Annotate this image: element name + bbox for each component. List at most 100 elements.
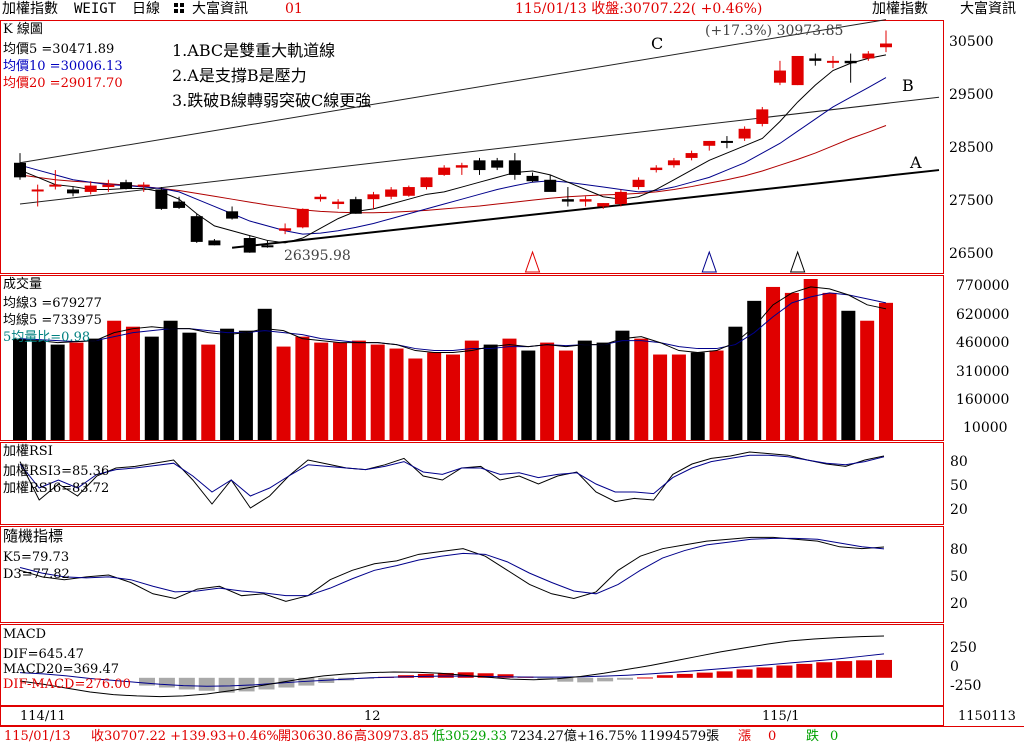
volume-bar xyxy=(540,342,555,440)
kline-panel[interactable] xyxy=(0,20,944,274)
macd-osc-bar xyxy=(776,665,793,678)
macd-osc-bar xyxy=(158,677,175,688)
candle-body xyxy=(226,211,239,219)
footer-low: 低30529.33 xyxy=(432,729,508,744)
macd-osc-bar xyxy=(816,662,833,678)
trend-line-c xyxy=(19,19,887,164)
macd-osc-bar xyxy=(636,677,653,679)
footer-amount: 7234.27億+16.75% xyxy=(510,729,638,744)
footer-close: 收30707.22 +139.93+0.46% xyxy=(91,729,279,744)
close-status: 115/01/13 收盤:30707.22( +0.46%) xyxy=(515,1,763,17)
macd-osc-bar xyxy=(696,672,713,678)
footer-down-count: 0 xyxy=(830,729,839,744)
vol-y-tick: 310000 xyxy=(956,364,1010,380)
candle-body xyxy=(685,153,698,158)
volume-bar xyxy=(879,302,893,440)
candle-body xyxy=(561,199,574,202)
macd-osc-bar xyxy=(756,667,773,678)
vol-ratio-readout: 5均量比=0.98 xyxy=(3,330,91,345)
volume-bar xyxy=(238,330,253,440)
macd-y-tick: 250 xyxy=(950,640,977,656)
candle-body xyxy=(526,175,539,182)
candle-body xyxy=(614,191,627,205)
date-axis-strip xyxy=(0,706,944,726)
rsi-panel[interactable] xyxy=(0,442,944,525)
candle-body xyxy=(84,185,97,192)
candle-body xyxy=(102,184,115,188)
kd-panel[interactable] xyxy=(0,526,944,623)
right-index-name: 加權指數 xyxy=(872,1,928,17)
index-code[interactable]: WEIGT xyxy=(74,1,117,17)
candle-body xyxy=(773,70,786,83)
vol-y-tick: 620000 xyxy=(956,307,1010,323)
candle-body xyxy=(208,240,221,246)
candle-body xyxy=(862,53,875,59)
volume-bar xyxy=(483,344,498,440)
grid-icon[interactable] xyxy=(174,3,186,15)
volume-bar xyxy=(803,278,818,440)
candle-body xyxy=(826,60,839,63)
page-number[interactable]: 01 xyxy=(285,1,303,17)
footer-bar: 115/01/13 收30707.22 +139.93+0.46% 開30630… xyxy=(0,726,1024,746)
macd-osc-bar xyxy=(198,677,215,691)
candle-body xyxy=(491,160,504,168)
volume-bar xyxy=(822,292,837,440)
ma20-readout: 均價20 =29017.70 xyxy=(3,76,123,91)
volume-bar xyxy=(860,320,875,440)
macd-osc-bar xyxy=(477,673,494,678)
candle-body xyxy=(667,160,680,166)
macd-readout: MACD20=369.47 xyxy=(3,662,119,677)
candle-body xyxy=(438,167,451,175)
candle-body xyxy=(420,177,433,188)
candle-body xyxy=(243,238,256,253)
volume-bar xyxy=(276,346,291,440)
volume-bar xyxy=(766,286,781,440)
volume-bar xyxy=(69,342,84,440)
vol-y-tick: 160000 xyxy=(956,392,1010,408)
rsi-y-tick: 20 xyxy=(950,502,968,518)
candle-body xyxy=(703,140,716,146)
volume-bar xyxy=(690,352,705,440)
kline-y-tick: 29500 xyxy=(949,87,994,103)
volume-bar xyxy=(709,350,724,440)
index-name[interactable]: 加權指數 xyxy=(2,1,58,17)
volume-bar xyxy=(577,340,592,440)
volume-bar xyxy=(31,340,46,440)
volume-panel[interactable] xyxy=(0,275,944,441)
period-label[interactable]: 日線 xyxy=(132,1,160,17)
volume-title: 成交量 xyxy=(3,277,43,292)
note-2: 2.A是支撐B是壓力 xyxy=(172,66,307,85)
rsi-title: 加權RSI xyxy=(3,444,53,459)
candle-body xyxy=(650,167,663,171)
date-label: 115/1 xyxy=(762,709,800,724)
macd-osc-bar xyxy=(716,671,733,678)
volume-bar xyxy=(125,326,140,440)
volume-bar xyxy=(201,344,216,440)
volume-bar xyxy=(671,354,686,440)
volume-bar xyxy=(107,320,122,440)
candle-body xyxy=(261,245,274,248)
osc-readout: DIF-MACD=276.00 xyxy=(3,677,131,692)
macd-osc-bar xyxy=(238,677,255,692)
line-label-b: B xyxy=(902,76,914,95)
vol-ma3-line xyxy=(20,286,887,354)
volume-bar xyxy=(446,354,460,440)
macd-title: MACD xyxy=(3,627,47,642)
candle-body xyxy=(720,140,733,143)
ma10-line xyxy=(19,77,887,235)
footer-down-label: 跌 xyxy=(806,729,820,744)
candle-body xyxy=(314,196,327,200)
volume-bar xyxy=(558,350,573,440)
candle-body xyxy=(120,182,133,189)
macd-panel[interactable] xyxy=(0,624,944,706)
macd-osc-bar xyxy=(836,661,853,678)
date-label: 12 xyxy=(364,709,381,724)
volume-bar xyxy=(596,342,611,440)
vol-ma5-readout: 均線5 =733975 xyxy=(3,313,102,328)
candle-body xyxy=(190,216,203,242)
volume-bar xyxy=(427,352,442,440)
candle-body xyxy=(137,184,150,187)
footer-volume: 11994579張 xyxy=(640,729,720,744)
macd-osc-bar xyxy=(736,669,753,678)
